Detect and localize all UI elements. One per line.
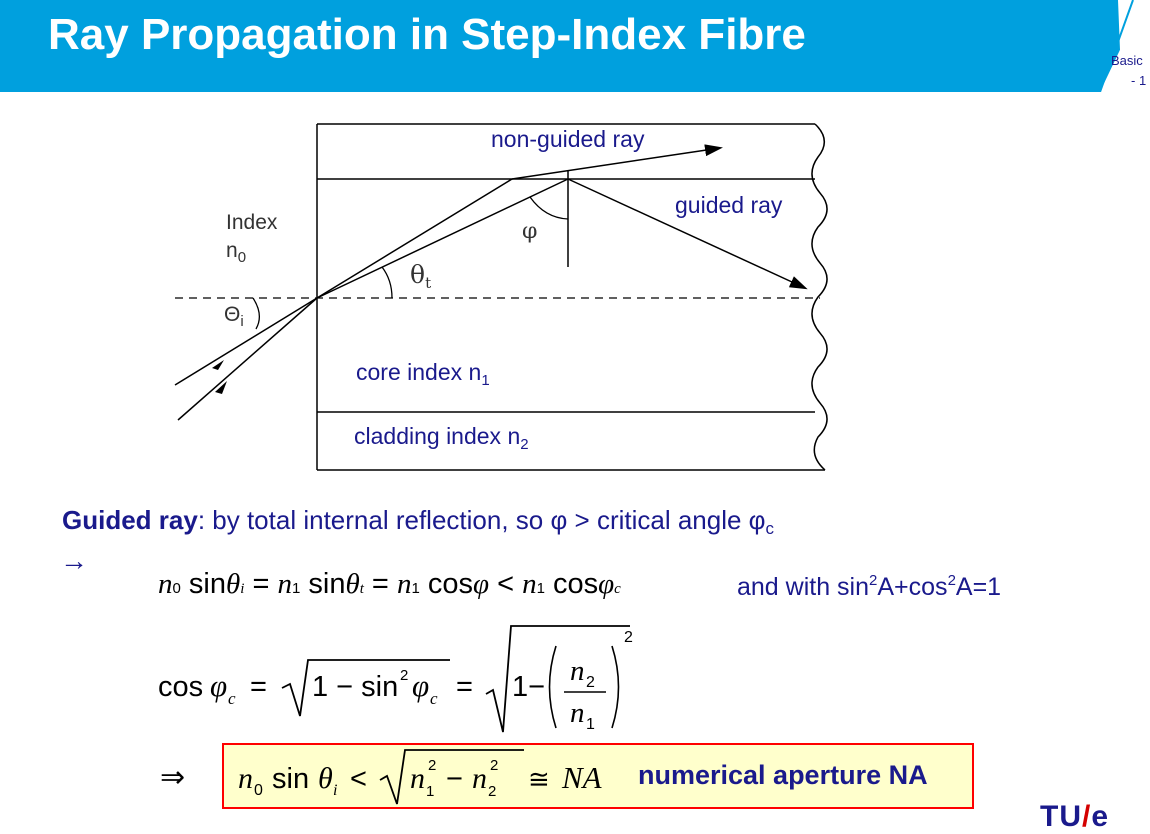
non-guided-ray-core xyxy=(316,178,513,299)
non-guided-ray-label: non-guided ray xyxy=(491,126,645,152)
header-banner: Ray Propagation in Step-Index Fibre xyxy=(0,0,1150,92)
svg-text:0: 0 xyxy=(254,782,263,799)
guided-ray-core xyxy=(316,178,569,299)
svg-text:2: 2 xyxy=(586,674,595,691)
svg-text:−: − xyxy=(446,763,463,795)
svg-text:2: 2 xyxy=(400,667,408,684)
svg-text:NA: NA xyxy=(561,760,603,795)
equation-critical-angle: cos φ c = 1 − sin 2 φ c = 1− n 2 n 1 2 xyxy=(158,625,633,733)
svg-text:1−: 1− xyxy=(512,671,545,703)
svg-text:c: c xyxy=(228,689,236,708)
fibre-break-line xyxy=(811,123,828,471)
svg-text:θ: θ xyxy=(318,762,333,795)
phi-arc xyxy=(529,196,569,220)
slide-section-label: Basic xyxy=(1111,53,1143,68)
incident-arrow-1 xyxy=(212,360,224,370)
svg-text:n: n xyxy=(472,762,487,795)
svg-text:2: 2 xyxy=(490,757,498,774)
svg-text:2: 2 xyxy=(488,783,496,800)
fibre-diagram: non-guided ray guided ray Index n0 φ θt … xyxy=(160,115,860,485)
theta-i-arc xyxy=(252,297,260,330)
na-highlight-box xyxy=(222,743,974,809)
theta-t-arc xyxy=(381,266,393,299)
svg-text:φ: φ xyxy=(412,668,429,703)
svg-text:≅: ≅ xyxy=(528,765,550,795)
svg-text:cos: cos xyxy=(158,671,203,703)
slide-number: - 1 xyxy=(1131,73,1147,88)
arrow-symbol: → xyxy=(60,545,88,576)
numerical-aperture-label: numerical aperture NA xyxy=(638,760,928,790)
svg-text:i: i xyxy=(333,782,337,799)
incident-ray-1 xyxy=(174,297,318,386)
identity-note: and with sin2A+cos2A=1 xyxy=(737,572,1002,601)
svg-text:2: 2 xyxy=(428,757,436,774)
cladding-index-label: cladding index n2 xyxy=(354,423,529,453)
svg-text:n: n xyxy=(570,697,585,729)
svg-text:n: n xyxy=(238,762,253,795)
incident-arrow-2 xyxy=(215,381,227,394)
svg-text:n: n xyxy=(570,655,585,687)
page-title: Ray Propagation in Step-Index Fibre xyxy=(48,10,806,59)
core-index-label: core index n1 xyxy=(356,359,490,389)
svg-text:φ: φ xyxy=(210,668,227,703)
phi-label: φ xyxy=(522,219,538,244)
svg-text:=: = xyxy=(456,671,473,703)
svg-text:c: c xyxy=(430,689,438,708)
svg-text:2: 2 xyxy=(624,629,633,646)
incident-ray-2 xyxy=(177,297,318,421)
theta-i-label: Θi xyxy=(224,303,244,330)
svg-text:1 − sin: 1 − sin xyxy=(312,671,398,703)
index-n0-label: n0 xyxy=(226,239,247,266)
equation-na: n 0 sin θ i < n 2 1 − n 2 2 ≅ NA xyxy=(238,749,603,805)
svg-text:=: = xyxy=(250,671,267,703)
guided-ray-reflected xyxy=(567,178,808,290)
svg-text:1: 1 xyxy=(586,716,595,733)
equation-snell: n0 sinθi = n1 sinθt = n1 cosφ < n1 cosφc xyxy=(158,568,621,600)
implies-symbol: ⇒ xyxy=(160,761,186,794)
svg-text:sin: sin xyxy=(272,763,309,795)
guided-ray-label: guided ray xyxy=(675,192,783,218)
theta-t-label: θt xyxy=(410,260,432,292)
fibre-diagram-drawing xyxy=(174,123,828,471)
svg-text:1: 1 xyxy=(426,783,434,800)
index-label: Index xyxy=(226,211,278,234)
non-guided-ray-exit xyxy=(511,144,723,180)
guided-ray-statement: Guided ray: by total internal reflection… xyxy=(62,505,775,538)
svg-text:<: < xyxy=(350,763,367,795)
svg-text:n: n xyxy=(410,762,425,795)
banner-shape xyxy=(0,0,1150,92)
tue-logo: TU/e xyxy=(1040,800,1110,833)
